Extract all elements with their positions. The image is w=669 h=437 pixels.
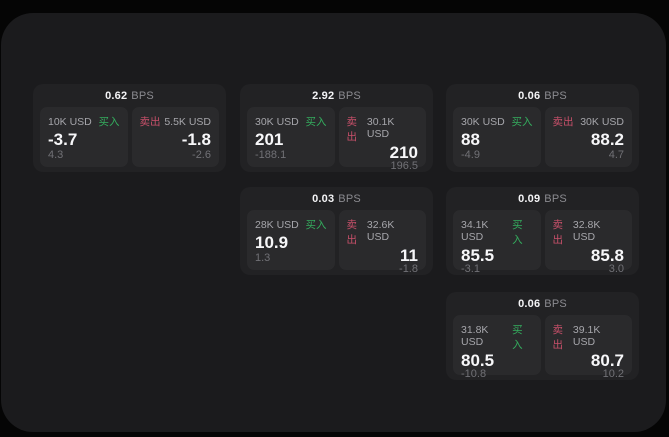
buy-panel[interactable]: 10K USD 买入 -3.7 4.3 xyxy=(40,107,128,167)
quote-body: 28K USD 买入 10.9 1.3 卖出 32.6K USD 11 -1.8 xyxy=(240,210,433,275)
sell-panel[interactable]: 卖出 30.1K USD 210 196.5 xyxy=(338,107,426,172)
buy-sub-value: 1.3 xyxy=(255,252,271,264)
spread-header: 0.09 BPS xyxy=(446,187,639,210)
sell-badge: 卖出 xyxy=(552,219,564,246)
spread-value: 0.03 xyxy=(312,192,335,205)
buy-price: 10.9 xyxy=(255,233,289,252)
spread-header: 0.03 BPS xyxy=(240,187,433,210)
sell-sub-value: 3.0 xyxy=(608,263,624,275)
sell-sub-value: -2.6 xyxy=(192,149,211,161)
sell-panel[interactable]: 卖出 5.5K USD -1.8 -2.6 xyxy=(131,107,219,167)
sell-sub-value: 4.7 xyxy=(608,149,624,161)
buy-panel[interactable]: 30K USD 买入 201 -188.1 xyxy=(247,107,335,167)
spread-unit: BPS xyxy=(338,192,361,205)
sell-amount: 39.1K USD xyxy=(572,324,601,348)
buy-badge: 买入 xyxy=(511,116,533,128)
quote-body: 10K USD 买入 -3.7 4.3 卖出 5.5K USD -1.8 -2.… xyxy=(33,107,226,167)
sell-badge: 卖出 xyxy=(346,116,358,143)
spread-value: 0.62 xyxy=(105,89,128,102)
spread-unit: BPS xyxy=(544,89,567,102)
sell-amount: 32.8K USD xyxy=(572,219,601,243)
sell-price: 88.2 xyxy=(590,130,624,149)
buy-panel[interactable]: 30K USD 买入 88 -4.9 xyxy=(453,107,541,167)
buy-sub-value: -188.1 xyxy=(255,149,287,161)
spread-value: 0.06 xyxy=(518,297,541,310)
quote-body: 31.8K USD 买入 80.5 -10.8 卖出 39.1K USD 80.… xyxy=(446,315,639,380)
sell-amount: 5.5K USD xyxy=(164,116,211,128)
sell-amount: 30K USD xyxy=(580,116,624,128)
buy-sub-value: -3.1 xyxy=(461,263,480,275)
sell-sub-value: 196.5 xyxy=(390,160,418,172)
quote-card: 0.62 BPS 10K USD 买入 -3.7 4.3 卖出 5.5K USD… xyxy=(33,84,226,172)
buy-amount: 10K USD xyxy=(48,116,92,128)
spread-unit: BPS xyxy=(544,297,567,310)
quote-body: 34.1K USD 买入 85.5 -3.1 卖出 32.8K USD 85.8… xyxy=(446,210,639,275)
buy-badge: 买入 xyxy=(512,324,523,351)
buy-amount: 31.8K USD xyxy=(461,324,489,348)
quote-body: 30K USD 买入 88 -4.9 卖出 30K USD 88.2 4.7 xyxy=(446,107,639,167)
spread-value: 0.09 xyxy=(518,192,541,205)
sell-badge: 卖出 xyxy=(552,116,574,128)
buy-panel[interactable]: 34.1K USD 买入 85.5 -3.1 xyxy=(453,210,541,275)
sell-price: 11 xyxy=(400,246,418,265)
buy-sub-value: 4.3 xyxy=(48,149,64,161)
sell-panel[interactable]: 卖出 30K USD 88.2 4.7 xyxy=(544,107,632,167)
sell-badge: 卖出 xyxy=(346,219,358,246)
buy-sub-value: -4.9 xyxy=(461,149,480,161)
quote-card: 0.03 BPS 28K USD 买入 10.9 1.3 卖出 32.6K US… xyxy=(240,187,433,275)
buy-amount: 30K USD xyxy=(255,116,299,128)
sell-sub-value: -1.8 xyxy=(399,263,418,275)
spread-header: 0.06 BPS xyxy=(446,84,639,107)
buy-price: -3.7 xyxy=(48,130,78,149)
sell-amount: 32.6K USD xyxy=(366,219,395,243)
buy-price: 85.5 xyxy=(461,246,495,265)
buy-price: 201 xyxy=(255,130,284,149)
spread-header: 0.06 BPS xyxy=(446,292,639,315)
quote-card: 2.92 BPS 30K USD 买入 201 -188.1 卖出 30.1K … xyxy=(240,84,433,172)
buy-panel[interactable]: 31.8K USD 买入 80.5 -10.8 xyxy=(453,315,541,380)
sell-panel[interactable]: 卖出 39.1K USD 80.7 10.2 xyxy=(544,315,632,380)
buy-badge: 买入 xyxy=(512,219,523,246)
sell-panel[interactable]: 卖出 32.8K USD 85.8 3.0 xyxy=(544,210,632,275)
sell-price: 85.8 xyxy=(590,246,624,265)
quote-body: 30K USD 买入 201 -188.1 卖出 30.1K USD 210 1… xyxy=(240,107,433,172)
buy-sub-value: -10.8 xyxy=(461,368,487,380)
sell-price: 80.7 xyxy=(590,351,624,370)
buy-price: 88 xyxy=(461,130,480,149)
spread-header: 0.62 BPS xyxy=(33,84,226,107)
spread-unit: BPS xyxy=(338,89,361,102)
buy-amount: 28K USD xyxy=(255,219,299,231)
buy-badge: 买入 xyxy=(305,116,327,128)
spread-header: 2.92 BPS xyxy=(240,84,433,107)
spread-unit: BPS xyxy=(544,192,567,205)
buy-badge: 买入 xyxy=(305,219,327,231)
sell-panel[interactable]: 卖出 32.6K USD 11 -1.8 xyxy=(338,210,426,275)
spread-value: 2.92 xyxy=(312,89,335,102)
sell-price: 210 xyxy=(389,143,418,162)
buy-amount: 30K USD xyxy=(461,116,505,128)
quote-card: 0.09 BPS 34.1K USD 买入 85.5 -3.1 卖出 32.8K… xyxy=(446,187,639,275)
quote-card: 0.06 BPS 31.8K USD 买入 80.5 -10.8 卖出 39.1… xyxy=(446,292,639,380)
spread-value: 0.06 xyxy=(518,89,541,102)
quote-card: 0.06 BPS 30K USD 买入 88 -4.9 卖出 30K USD 8… xyxy=(446,84,639,172)
spread-unit: BPS xyxy=(131,89,154,102)
buy-badge: 买入 xyxy=(98,116,120,128)
sell-price: -1.8 xyxy=(181,130,211,149)
sell-badge: 卖出 xyxy=(552,324,564,351)
sell-sub-value: 10.2 xyxy=(602,368,624,380)
buy-panel[interactable]: 28K USD 买入 10.9 1.3 xyxy=(247,210,335,270)
buy-amount: 34.1K USD xyxy=(461,219,489,243)
buy-price: 80.5 xyxy=(461,351,495,370)
sell-amount: 30.1K USD xyxy=(366,116,395,140)
sell-badge: 卖出 xyxy=(139,116,161,128)
